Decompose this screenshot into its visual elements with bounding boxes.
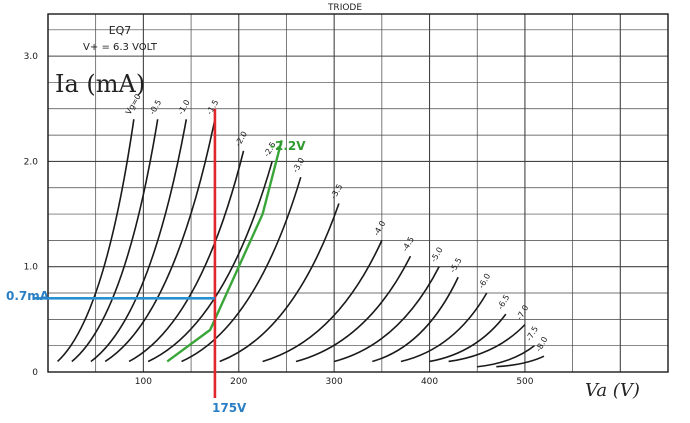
plate-curve: [448, 324, 526, 363]
plate-curve: [477, 345, 535, 368]
plate-curve: [262, 240, 383, 363]
chart-title: TRIODE: [327, 3, 362, 13]
plate-curve: [128, 150, 245, 363]
curve-label: -7.5: [524, 325, 540, 343]
plate-curve: [400, 292, 488, 363]
y-tick-label: 3.0: [24, 52, 39, 62]
curve-label: -3.5: [329, 183, 345, 201]
plate-curve: [372, 276, 459, 363]
x-tick-label: 300: [326, 377, 343, 387]
plate-curve: [90, 119, 188, 363]
x-tick-label: 400: [421, 377, 438, 387]
curve-label: -5.0: [429, 246, 445, 264]
plate-curves: Vg=0 -0.5 -1.0 -1.5-2.0-2.5-3.0-3.5-4.0-4.5…: [56, 92, 550, 368]
curve-label: -4.5: [400, 235, 416, 253]
curve-label: -3.0: [291, 156, 307, 174]
curve-label: -6.5: [496, 293, 512, 311]
y-tick-label: 2.0: [24, 157, 39, 167]
plate-curve: [181, 176, 302, 363]
x-tick-label: 200: [230, 377, 247, 387]
x-tick-label: 100: [135, 377, 152, 387]
plate-curve: [104, 119, 216, 363]
tube-type: EQ7: [109, 24, 132, 37]
plate-curve: [333, 266, 440, 363]
curve-label: -2.0: [233, 130, 249, 148]
y-axis-label: Ia (mA): [55, 70, 145, 98]
curve-label: -0.5: [148, 98, 164, 116]
plate-curve: [71, 119, 159, 363]
heater-voltage: V+ = 6.3 VOLT: [83, 42, 158, 53]
y-tick-label: 1.0: [24, 263, 39, 273]
plate-curve: [219, 203, 340, 363]
curve-label: -8.0: [534, 335, 550, 353]
curve-label: -7.0: [515, 304, 531, 322]
x-tick-label: 500: [516, 377, 533, 387]
curve-label: -1.5: [205, 98, 221, 116]
curve-label: -5.5: [448, 256, 464, 274]
curve-label: -6.0: [477, 272, 493, 290]
plot-frame: [47, 13, 669, 373]
plate-curve: [496, 355, 545, 368]
vertical-line-label: 175V: [212, 401, 247, 415]
y-tick-label: 0: [32, 368, 38, 378]
horizontal-line-label: 0.7mA: [6, 289, 50, 303]
x-axis-label: Va (V): [585, 380, 640, 401]
tick-labels: 100 200 300 400 500 0 1.0 2.0 3.0: [24, 52, 534, 387]
green-load-curve: [166, 140, 283, 363]
plate-curve: [147, 161, 273, 363]
grid: [47, 13, 669, 373]
green-curve-label: -2.2V: [270, 139, 306, 153]
plate-curve: [56, 119, 135, 363]
annotation-overlays: [34, 108, 283, 398]
curve-label: -1.0: [176, 98, 192, 116]
curve-label: -4.0: [372, 219, 388, 237]
plate-curve: [429, 313, 507, 363]
plate-curve: [295, 255, 412, 363]
